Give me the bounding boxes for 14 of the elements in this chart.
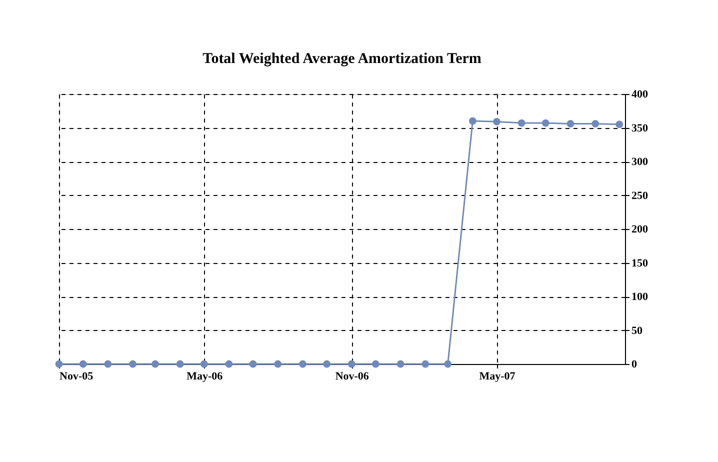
y-tick-label: 300 xyxy=(632,156,648,168)
x-tick-label: May-06 xyxy=(186,370,224,382)
x-tick-label: Nov-05 xyxy=(60,370,94,382)
y-tick-label: 150 xyxy=(632,257,648,270)
x-tick-label: May-07 xyxy=(479,370,516,382)
y-tick-label: 0 xyxy=(632,358,638,370)
chart-title: Total Weighted Average Amortization Term xyxy=(202,51,482,67)
y-tick-label: 100 xyxy=(632,291,648,303)
y-tick-label: 200 xyxy=(632,224,648,236)
y-tick-label: 400 xyxy=(632,88,648,100)
x-tick-label: Nov-06 xyxy=(335,370,370,382)
y-tick-label: 350 xyxy=(632,122,648,134)
y-tick-label: 250 xyxy=(632,190,648,202)
y-tick-label: 50 xyxy=(632,324,643,337)
